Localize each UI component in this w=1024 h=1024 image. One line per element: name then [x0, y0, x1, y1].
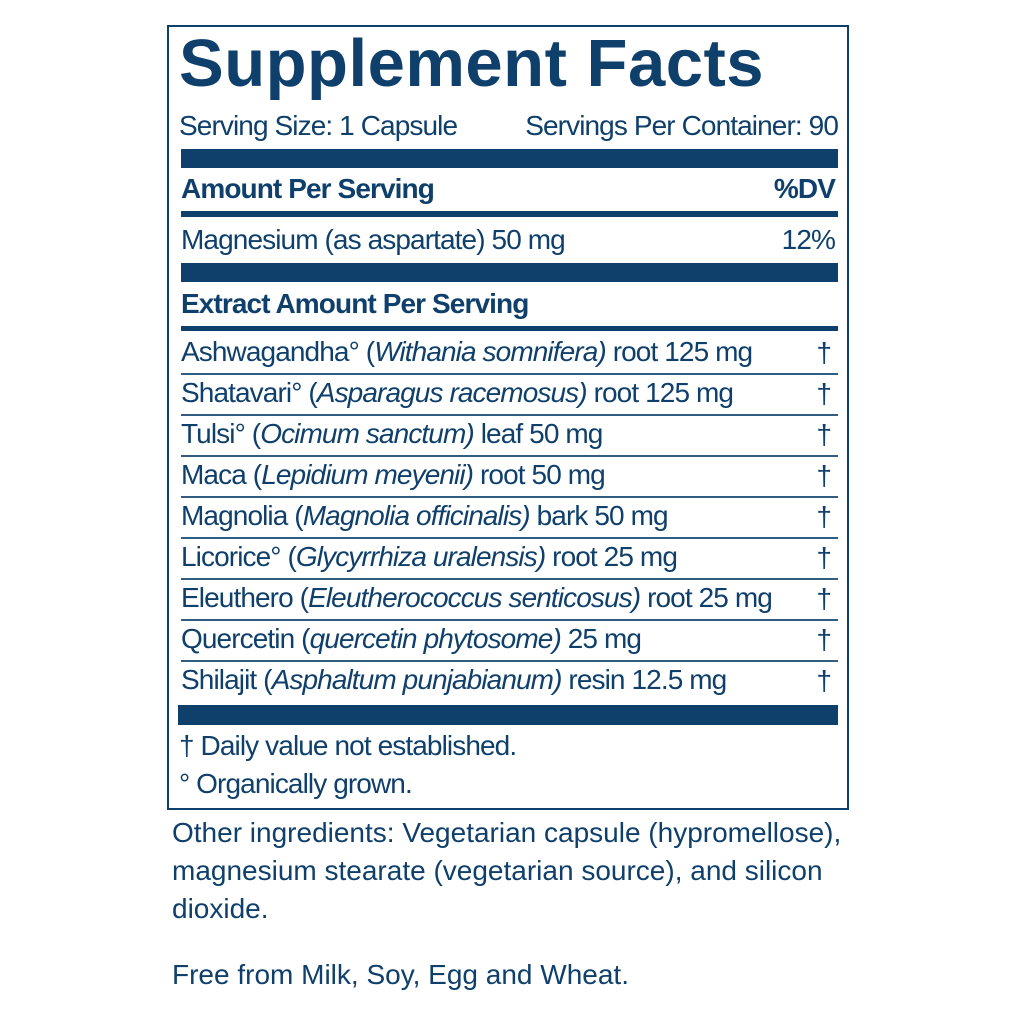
ingredient-label: Shatavari° (Asparagus racemosus) root 12… [181, 376, 734, 410]
divider-bar [181, 263, 838, 282]
ingredient-dv: † [816, 460, 832, 491]
other-ingredients: Other ingredients: Vegetarian capsule (h… [172, 817, 842, 924]
ingredient-amount: root 125 mg [605, 336, 753, 367]
ingredient-latin-name: Magnolia officinalis) [302, 500, 531, 531]
ingredient-latin-name: Asparagus racemosus) [316, 377, 588, 408]
ingredient-name: Eleuthero ( [181, 582, 309, 613]
ingredient-amount: resin 12.5 mg [561, 664, 727, 695]
ingredient-dv: † [816, 501, 832, 532]
row-divider [181, 455, 838, 457]
ingredient-name: Tulsi° ( [181, 418, 261, 449]
nutrient-dv: 12% [781, 224, 836, 255]
divider-bar [178, 705, 838, 725]
ingredient-name: Ashwagandha° ( [181, 336, 375, 367]
ingredient-amount: root 25 mg [640, 582, 773, 613]
row-divider [181, 660, 838, 662]
ingredient-latin-name: Eleutherococcus senticosus) [308, 582, 641, 613]
ingredient-row: Shatavari° (Asparagus racemosus) root 12… [181, 373, 838, 414]
ingredient-name: Shatavari° ( [181, 377, 318, 408]
ingredient-row: Shilajit (Asphaltum punjabianum) resin 1… [181, 660, 838, 701]
nutrient-magnesium: Magnesium (as aspartate) 50 mg [181, 224, 566, 255]
ingredient-amount: leaf 50 mg [473, 418, 604, 449]
ingredient-label: Tulsi° (Ocimum sanctum) leaf 50 mg [181, 417, 604, 451]
ingredient-amount: bark 50 mg [529, 500, 669, 531]
amount-per-serving-header: Amount Per Serving [181, 173, 435, 204]
ingredient-row: Magnolia (Magnolia officinalis) bark 50 … [181, 496, 838, 537]
ingredient-label: Maca (Lepidium meyenii) root 50 mg [181, 458, 606, 492]
supplement-facts-panel: Supplement Facts Serving Size: 1 Capsule… [167, 25, 849, 810]
ingredient-latin-name: Lepidium meyenii) [261, 459, 474, 490]
free-from-statement: Free from Milk, Soy, Egg and Wheat. [172, 959, 629, 990]
ingredient-latin-name: Glycyrrhiza uralensis) [295, 541, 546, 572]
ingredient-name: Maca ( [181, 459, 262, 490]
ingredient-dv: † [816, 583, 832, 614]
ingredient-amount: root 25 mg [545, 541, 678, 572]
ingredient-row: Maca (Lepidium meyenii) root 50 mg † [181, 455, 838, 496]
ingredient-latin-name: Ocimum sanctum) [260, 418, 475, 449]
ingredient-label: Eleuthero (Eleutherococcus senticosus) r… [181, 581, 773, 615]
ingredient-dv: † [816, 624, 832, 655]
divider-bar [181, 326, 838, 331]
ingredient-label: Ashwagandha° (Withania somnifera) root 1… [181, 335, 753, 369]
ingredient-row: Ashwagandha° (Withania somnifera) root 1… [181, 332, 838, 373]
ingredient-dv: † [816, 337, 832, 368]
ingredient-dv: † [816, 542, 832, 573]
ingredient-name: Quercetin ( [181, 623, 311, 654]
ingredient-amount: 25 mg [560, 623, 642, 654]
ingredient-dv: † [816, 378, 832, 409]
divider-bar [181, 149, 838, 168]
ingredient-row: Quercetin (quercetin phytosome) 25 mg † [181, 619, 838, 660]
serving-size: Serving Size: 1 Capsule [179, 110, 458, 141]
footnote-dagger: † Daily value not established. [179, 730, 517, 761]
servings-per-container: Servings Per Container: 90 [525, 110, 839, 141]
ingredient-latin-name: Withania somnifera) [374, 336, 607, 367]
ingredient-row: Tulsi° (Ocimum sanctum) leaf 50 mg † [181, 414, 838, 455]
row-divider [181, 373, 838, 375]
ingredient-name: Licorice° ( [181, 541, 297, 572]
row-divider [181, 619, 838, 621]
ingredient-label: Magnolia (Magnolia officinalis) bark 50 … [181, 499, 669, 533]
row-divider [181, 414, 838, 416]
ingredient-row: Eleuthero (Eleutherococcus senticosus) r… [181, 578, 838, 619]
ingredient-latin-name: quercetin phytosome) [309, 623, 562, 654]
divider-bar [181, 211, 838, 217]
ingredient-amount: root 50 mg [473, 459, 606, 490]
row-divider [181, 537, 838, 539]
panel-title: Supplement Facts [179, 26, 765, 101]
ingredient-dv: † [816, 419, 832, 450]
ingredient-name: Shilajit ( [181, 664, 272, 695]
ingredient-label: Quercetin (quercetin phytosome) 25 mg [181, 622, 642, 656]
ingredient-label: Licorice° (Glycyrrhiza uralensis) root 2… [181, 540, 678, 574]
ingredient-latin-name: Asphaltum punjabianum) [271, 664, 563, 695]
ingredient-name: Magnolia ( [181, 500, 304, 531]
ingredient-label: Shilajit (Asphaltum punjabianum) resin 1… [181, 663, 727, 697]
row-divider [181, 578, 838, 580]
row-divider [181, 496, 838, 498]
ingredient-row: Licorice° (Glycyrrhiza uralensis) root 2… [181, 537, 838, 578]
extract-header: Extract Amount Per Serving [181, 288, 529, 319]
ingredient-dv: † [816, 665, 832, 696]
dv-header: %DV [773, 173, 836, 204]
ingredient-amount: root 125 mg [586, 377, 734, 408]
footnote-organic: ° Organically grown. [179, 768, 413, 799]
